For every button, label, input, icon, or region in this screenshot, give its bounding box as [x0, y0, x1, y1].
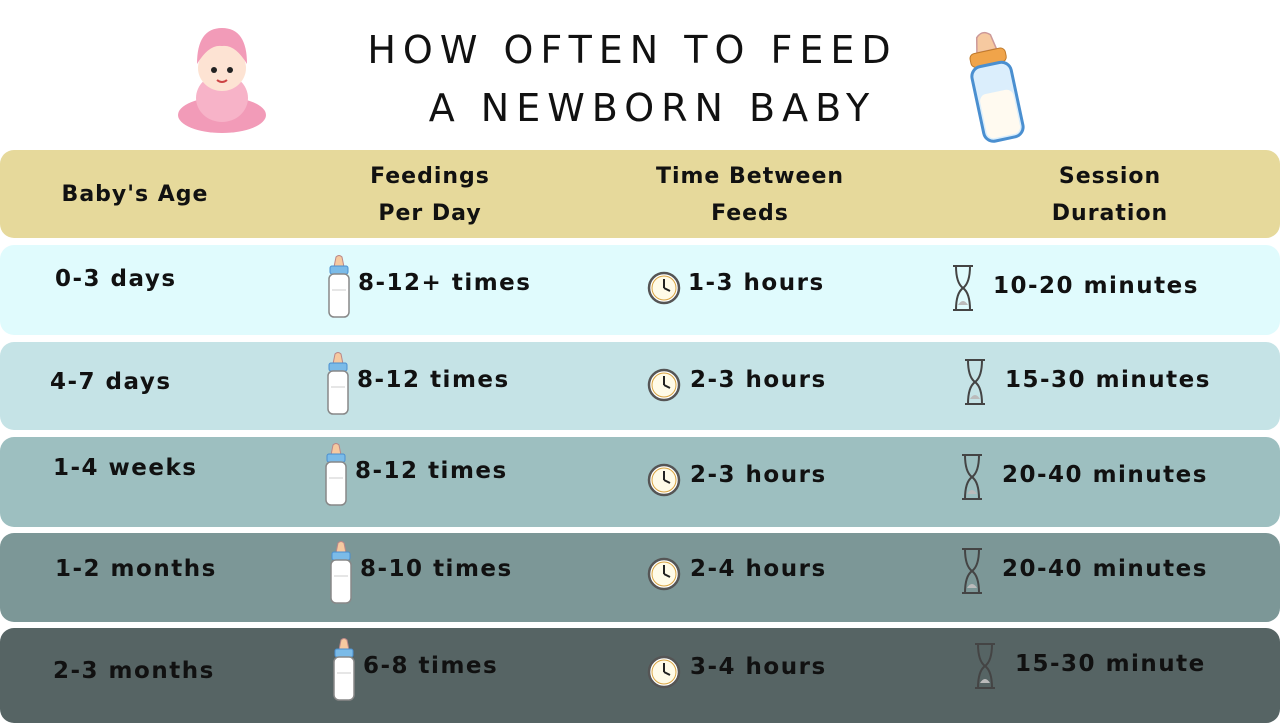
- bottle-icon: [333, 638, 355, 701]
- clock-icon: [647, 557, 681, 591]
- title-line: A NEWBORN BABY: [428, 86, 877, 130]
- table-cell: 8-12+ times: [358, 270, 532, 296]
- table-cell: 15-30 minute: [1015, 651, 1206, 677]
- bottle-icon: [325, 443, 347, 506]
- row-band: [0, 245, 1280, 335]
- table-cell: 0-3 days: [55, 266, 177, 292]
- title-line: HOW OFTEN TO FEED: [367, 28, 898, 72]
- table-cell: 1-2 months: [55, 556, 217, 582]
- clock-icon: [647, 368, 681, 402]
- baby-illustration: [178, 28, 266, 133]
- header-line: Baby's Age: [61, 182, 209, 207]
- bottle-icon: [327, 352, 349, 415]
- header-line: Feedings: [370, 164, 490, 189]
- hourglass-icon: [953, 265, 973, 311]
- table-cell: 1-4 weeks: [53, 455, 198, 481]
- table-cell: 8-10 times: [360, 556, 513, 582]
- bottle-illustration: [969, 31, 1025, 143]
- header-cell: Baby's Age: [30, 176, 240, 213]
- table-cell: 6-8 times: [363, 653, 499, 679]
- header-line: Feeds: [711, 201, 789, 226]
- table-cell: 15-30 minutes: [1005, 367, 1211, 393]
- table-cell: 20-40 minutes: [1002, 462, 1208, 488]
- table-cell: 8-12 times: [357, 367, 510, 393]
- table-cell: 1-3 hours: [688, 270, 825, 296]
- header-line: Per Day: [378, 201, 482, 226]
- table-cell: 3-4 hours: [690, 654, 827, 680]
- bottle-icon: [330, 541, 352, 604]
- table-cell: 20-40 minutes: [1002, 556, 1208, 582]
- hourglass-icon: [965, 359, 985, 405]
- clock-icon: [647, 271, 681, 305]
- hourglass-icon: [962, 548, 982, 594]
- hourglass-icon: [962, 454, 982, 500]
- table-cell: 10-20 minutes: [993, 273, 1199, 299]
- table-cell: 2-3 hours: [690, 462, 827, 488]
- header-line: Session: [1058, 164, 1162, 189]
- table-cell: 8-12 times: [355, 458, 508, 484]
- bottle-icon: [328, 255, 350, 318]
- header-line: Duration: [1051, 201, 1169, 226]
- row-band: [0, 533, 1280, 622]
- table-cell: 2-4 hours: [690, 556, 827, 582]
- row-band: [0, 628, 1280, 723]
- clock-icon: [647, 655, 681, 689]
- table-cell: 4-7 days: [50, 369, 172, 395]
- header-band: [0, 150, 1280, 238]
- table-cell: 2-3 hours: [690, 367, 827, 393]
- header-cell: Feedings Per Day: [330, 158, 530, 232]
- header-line: Time Between: [655, 164, 845, 189]
- row-band: [0, 437, 1280, 527]
- table-cell: 2-3 months: [53, 658, 215, 684]
- hourglass-icon: [975, 643, 995, 689]
- header-cell: Session Duration: [990, 158, 1230, 232]
- row-band: [0, 342, 1280, 430]
- clock-icon: [647, 463, 681, 497]
- header-cell: Time Between Feeds: [630, 158, 870, 232]
